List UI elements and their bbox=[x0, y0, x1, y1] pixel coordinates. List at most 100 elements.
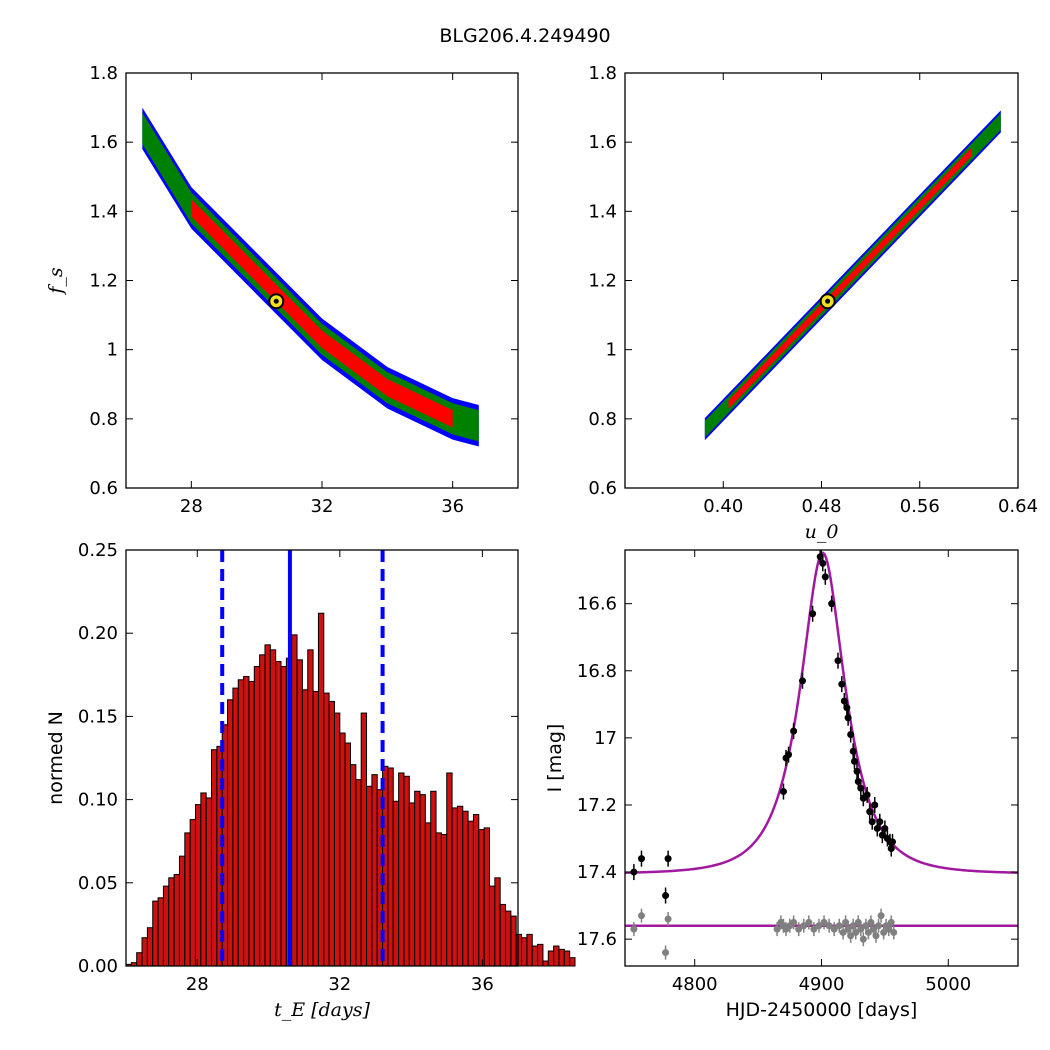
residual-point bbox=[790, 918, 798, 926]
data-point bbox=[664, 855, 672, 863]
data-point bbox=[662, 892, 670, 900]
histogram-bar bbox=[291, 634, 298, 967]
data-point bbox=[828, 600, 836, 608]
histogram-bar bbox=[472, 814, 480, 967]
histogram-bar bbox=[408, 802, 416, 967]
x-tick-label: 4800 bbox=[672, 974, 718, 995]
x-tick-label: 32 bbox=[328, 974, 351, 995]
histogram-bar bbox=[387, 767, 394, 967]
residual-point bbox=[872, 932, 880, 940]
residual-point bbox=[662, 949, 670, 957]
y-tick-label: 1 bbox=[107, 340, 118, 361]
histogram-bar bbox=[350, 764, 357, 967]
y-tick-label: 0.15 bbox=[78, 706, 118, 727]
histogram-bar bbox=[371, 774, 378, 967]
y-tick-label: 1.2 bbox=[89, 271, 118, 292]
residual-point bbox=[847, 932, 855, 940]
histogram-bar bbox=[264, 644, 271, 967]
y-tick-label: 16.6 bbox=[577, 594, 617, 615]
data-point bbox=[779, 788, 787, 796]
x-tick-label: 28 bbox=[186, 974, 209, 995]
histogram-bar bbox=[184, 832, 191, 967]
x-tick-label: 0.56 bbox=[900, 496, 940, 517]
histogram-bar bbox=[531, 945, 539, 967]
residual-point bbox=[887, 918, 895, 926]
histogram-bar bbox=[456, 805, 464, 967]
histogram-bar bbox=[162, 885, 170, 967]
y-tick-label: 17 bbox=[594, 728, 617, 749]
histogram-bar bbox=[237, 679, 245, 967]
data-point bbox=[821, 573, 829, 581]
data-point bbox=[857, 784, 865, 792]
histogram-bar bbox=[510, 915, 517, 967]
histogram-bar bbox=[446, 772, 453, 967]
y-tick-label: 0.05 bbox=[78, 873, 118, 894]
residual-point bbox=[862, 922, 870, 930]
x-tick-label: 32 bbox=[311, 496, 334, 517]
residual-point bbox=[630, 925, 638, 933]
residual-point bbox=[849, 922, 857, 930]
residual-point bbox=[815, 922, 823, 930]
histogram-bar bbox=[248, 680, 255, 967]
histogram-bar bbox=[483, 827, 490, 967]
data-point bbox=[854, 777, 862, 785]
y-tick-label: 1.8 bbox=[89, 63, 118, 84]
histogram-bar bbox=[333, 712, 341, 967]
histogram-bar bbox=[189, 819, 196, 967]
y-tick-label: 1.8 bbox=[588, 63, 617, 84]
y-tick-label: 16.8 bbox=[577, 661, 617, 682]
histogram-bar bbox=[344, 742, 352, 967]
histogram-bar bbox=[211, 749, 218, 967]
data-point bbox=[853, 767, 861, 775]
histogram-bar bbox=[317, 612, 325, 967]
data-point bbox=[630, 868, 638, 876]
residual-point bbox=[885, 925, 893, 933]
best-fit-marker-center bbox=[273, 298, 279, 304]
residual-point bbox=[637, 912, 645, 920]
y-tick-label: 0.25 bbox=[78, 540, 118, 561]
histogram-bar bbox=[259, 654, 266, 967]
data-point bbox=[871, 801, 879, 809]
axes-frame bbox=[624, 72, 1019, 489]
y-tick-label: 0.8 bbox=[588, 409, 617, 430]
histogram-bar bbox=[494, 877, 501, 967]
histogram-bar bbox=[355, 779, 362, 967]
residual-point bbox=[844, 925, 852, 933]
histogram-bar bbox=[542, 960, 549, 967]
residual-point bbox=[800, 922, 808, 930]
histogram-bar bbox=[301, 689, 309, 967]
residual-point bbox=[664, 915, 672, 923]
histogram-bar bbox=[440, 834, 448, 967]
contour-mid bbox=[142, 112, 479, 442]
histogram-bar bbox=[307, 649, 314, 967]
histogram-bar bbox=[521, 937, 528, 967]
x-axis-label: HJD-2450000 [days] bbox=[726, 999, 918, 1021]
y-tick-label: 1.2 bbox=[588, 271, 617, 292]
histogram-bar bbox=[200, 792, 207, 967]
histogram-bar bbox=[146, 927, 154, 967]
histogram-bar bbox=[136, 952, 143, 967]
y-tick-label: 1.6 bbox=[588, 132, 617, 153]
histogram-bar bbox=[526, 933, 533, 967]
histogram-bar bbox=[424, 822, 432, 967]
contour-inner bbox=[191, 199, 453, 428]
residual-point bbox=[773, 925, 781, 933]
histogram-bar bbox=[505, 910, 512, 967]
histogram-bar bbox=[360, 712, 368, 967]
histogram-bar bbox=[419, 794, 426, 967]
histogram-bar bbox=[253, 665, 261, 967]
x-tick-label: 0.64 bbox=[998, 496, 1038, 517]
histogram-bar bbox=[558, 948, 565, 967]
y-tick-label: 0.10 bbox=[78, 790, 118, 811]
y-axis-label: f_s bbox=[45, 267, 67, 296]
histogram-bar bbox=[269, 649, 277, 967]
y-tick-label: 0.20 bbox=[78, 623, 118, 644]
y-tick-label: 17.4 bbox=[577, 862, 617, 883]
histogram-bar bbox=[430, 790, 437, 967]
histogram-bar bbox=[515, 933, 523, 967]
model-curve bbox=[625, 551, 1018, 874]
residual-point bbox=[852, 928, 860, 936]
histogram-bar bbox=[403, 775, 410, 967]
axes-frame bbox=[624, 549, 1019, 967]
